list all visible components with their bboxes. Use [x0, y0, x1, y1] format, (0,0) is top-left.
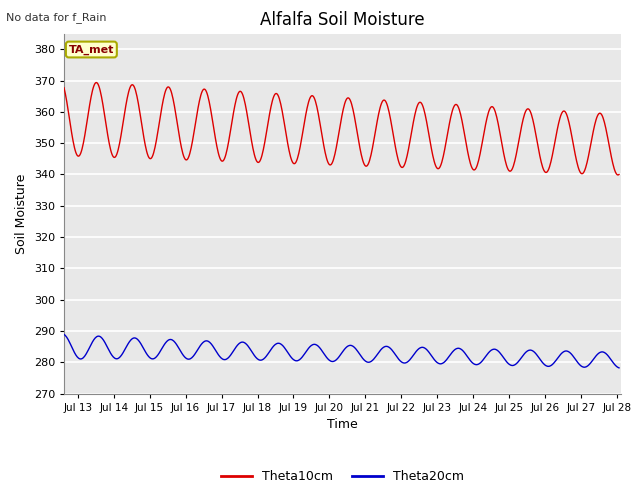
Text: No data for f_Rain: No data for f_Rain	[6, 12, 107, 23]
Title: Alfalfa Soil Moisture: Alfalfa Soil Moisture	[260, 11, 425, 29]
Text: TA_met: TA_met	[68, 44, 114, 55]
X-axis label: Time: Time	[327, 418, 358, 431]
Y-axis label: Soil Moisture: Soil Moisture	[15, 173, 28, 254]
Legend: Theta10cm, Theta20cm: Theta10cm, Theta20cm	[216, 465, 469, 480]
